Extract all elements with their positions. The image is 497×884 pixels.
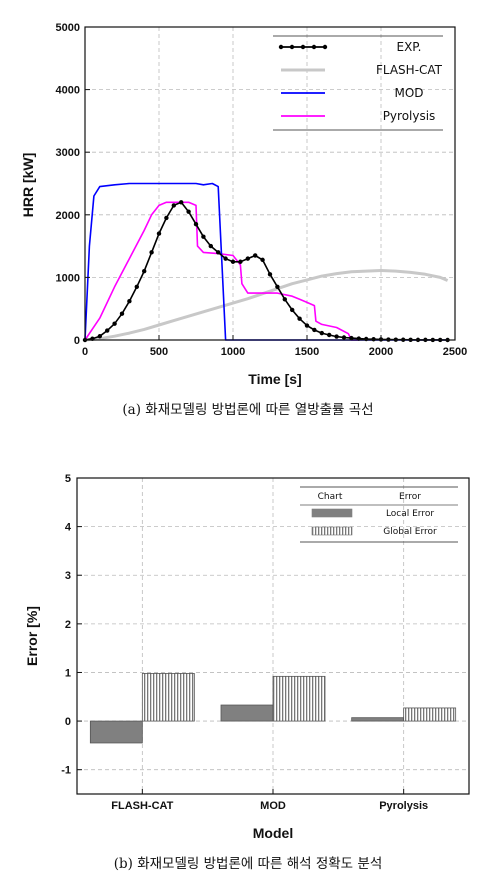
series-line-pyrolysis: [84, 201, 359, 341]
exp-data-point: [267, 272, 273, 277]
chart-a-xtick-label: 0: [82, 346, 88, 358]
legend-header-chart: Chart: [318, 492, 343, 502]
bar-local-error: [351, 717, 405, 722]
chart-b-ticks: -1 0 1 2 3 4 5 FLASH-CAT MOD Pyrolysis: [61, 473, 428, 812]
chart-a-legend: EXP. FLASH-CAT MOD Pyrolysis: [273, 35, 443, 131]
exp-data-point: [97, 334, 103, 339]
exp-data-point: [119, 311, 125, 316]
legend-marker: [278, 44, 284, 50]
chart-b-ytick-label: 5: [65, 473, 71, 485]
exp-data-point: [334, 334, 339, 339]
exp-data-point: [208, 243, 213, 249]
legend-marker: [289, 44, 295, 50]
exp-data-point: [297, 316, 302, 321]
chart-b-ytick-label: -1: [61, 765, 71, 777]
legend-header-error: Error: [399, 492, 421, 502]
bar-global-error: [272, 675, 326, 722]
legend-swatch: [311, 526, 353, 536]
chart-b-ylabel: Error [%]: [24, 606, 40, 666]
chart-b-xlabel: Model: [253, 825, 293, 841]
exp-data-point: [341, 335, 347, 340]
chart-b-caption: (b) 화재모델링 방법론에 따른 해석 정확도 분석: [114, 856, 382, 872]
exp-data-point: [253, 253, 258, 258]
exp-data-point: [349, 335, 354, 341]
hrr-line-chart: 0 500 1000 1500 2000 2500 0 1000 2000 3000 4000 500…: [20, 22, 468, 418]
chart-b-bars: [89, 673, 457, 744]
legend-marker: [322, 44, 328, 50]
exp-data-point: [290, 307, 295, 313]
chart-a-ytick-label: 2000: [56, 210, 80, 222]
exp-data-point: [201, 234, 206, 239]
chart-a-xtick-label: 2000: [369, 346, 393, 358]
error-bar-chart: -1 0 1 2 3 4 5 FLASH-CAT MOD Pyrolysis Model Erro…: [24, 473, 470, 872]
legend-label: Local Error: [386, 509, 434, 519]
chart-a-ticks: 0 500 1000 1500 2000 2500 0 1000 2000 3000 4000 500…: [56, 22, 468, 358]
exp-data-point: [156, 231, 162, 236]
exp-data-point: [112, 321, 117, 326]
exp-data-point: [275, 284, 280, 289]
chart-a-xtick-label: 2500: [443, 346, 467, 358]
exp-data-point: [371, 337, 376, 342]
legend-marker: [311, 44, 317, 50]
series-line-flash-cat: [84, 269, 449, 342]
chart-b-ytick-label: 2: [65, 619, 71, 631]
exp-data-point: [216, 250, 221, 255]
chart-b-category-label: FLASH-CAT: [111, 800, 173, 812]
chart-b-ytick-label: 1: [65, 667, 71, 679]
chart-b-category-label: MOD: [260, 800, 286, 812]
chart-a-grid: [85, 27, 455, 340]
chart-a-xtick-label: 500: [150, 346, 168, 358]
exp-data-point: [186, 209, 191, 214]
exp-data-point: [304, 323, 310, 328]
exp-data-point: [312, 327, 317, 333]
exp-data-point: [327, 332, 332, 338]
chart-b-category-label: Pyrolysis: [379, 800, 428, 812]
bar-global-error: [403, 707, 457, 722]
chart-a-ytick-label: 0: [74, 335, 80, 347]
exp-data-point: [260, 257, 265, 263]
bar-local-error: [220, 704, 274, 722]
chart-a-xlabel: Time [s]: [248, 371, 301, 387]
exp-data-point: [134, 284, 139, 289]
exp-data-point: [142, 268, 147, 274]
exp-data-point: [238, 259, 243, 264]
legend-swatch: [311, 508, 353, 518]
legend-label: FLASH-CAT: [376, 63, 443, 77]
exp-data-point: [105, 328, 110, 333]
exp-data-point: [179, 200, 184, 205]
bar-global-error: [141, 673, 195, 722]
legend-label: Pyrolysis: [383, 109, 436, 123]
exp-data-point: [149, 250, 154, 255]
exp-data-point: [164, 215, 169, 221]
series-line-mod: [84, 182, 448, 341]
chart-a-caption: (a) 화재모델링 방법론에 따른 열방출률 곡선: [122, 402, 373, 418]
chart-a-xtick-label: 1000: [221, 346, 245, 358]
chart-a-ytick-label: 1000: [56, 272, 80, 284]
exp-data-point: [193, 221, 199, 227]
chart-b-grid: [77, 478, 469, 794]
exp-data-point: [171, 203, 176, 208]
legend-label: Global Error: [383, 527, 437, 537]
exp-data-point: [127, 298, 132, 304]
chart-b-ytick-label: 0: [65, 716, 71, 728]
exp-data-point: [282, 297, 287, 302]
exp-data-point: [245, 256, 250, 261]
chart-b-legend: Chart Error Local Error Global Error: [300, 486, 458, 543]
chart-a-ytick-label: 5000: [56, 22, 80, 34]
exp-data-point: [230, 259, 236, 264]
chart-a-frame: [84, 26, 456, 341]
legend-label: MOD: [394, 86, 423, 100]
exp-data-point: [223, 256, 228, 261]
chart-a-ytick-label: 3000: [56, 147, 80, 159]
chart-b-ytick-label: 4: [65, 522, 72, 534]
chart-a-ytick-label: 4000: [56, 85, 80, 97]
exp-data-point: [319, 330, 324, 336]
chart-a-ylabel: HRR [kW]: [20, 153, 36, 218]
chart-a-series: [82, 182, 450, 343]
legend-marker: [300, 44, 306, 50]
chart-a-xtick-label: 1500: [295, 346, 319, 358]
bar-local-error: [89, 720, 143, 744]
chart-b-ytick-label: 3: [65, 570, 71, 582]
legend-label: EXP.: [397, 40, 422, 54]
